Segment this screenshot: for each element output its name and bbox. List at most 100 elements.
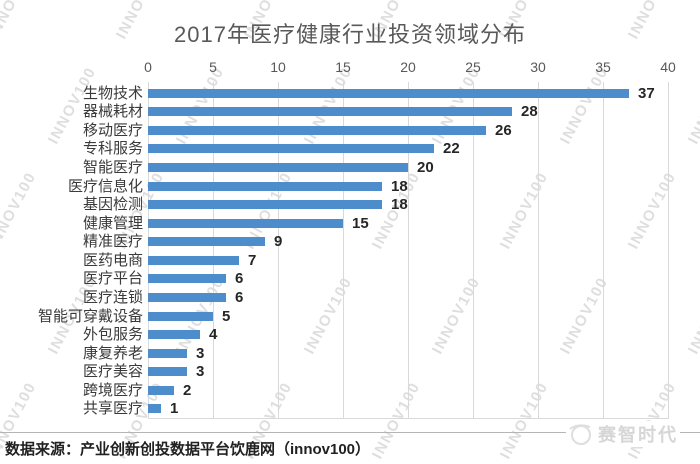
category-label: 器械耗材 — [82, 103, 143, 121]
source-note: 数据来源：产业创新创投数据平台饮鹿网（innov100） — [5, 441, 371, 458]
bar-row: 共享医疗 1 — [0, 400, 700, 419]
bar — [148, 237, 265, 247]
saizhi-logo: 赛智时代 — [566, 421, 680, 447]
bar — [148, 385, 174, 395]
bar-row: 医疗连锁 6 — [0, 288, 700, 307]
x-axis: 0 5 10 15 20 25 30 35 40 — [0, 59, 700, 77]
bar — [148, 218, 343, 228]
value-label: 7 — [248, 251, 257, 269]
bar-row: 基因检测 18 — [0, 195, 700, 214]
category-label: 康复养老 — [82, 344, 143, 362]
bar-row: 康复养老 3 — [0, 344, 700, 363]
bar-row: 医疗信息化 18 — [0, 177, 700, 196]
category-label: 生物技术 — [82, 84, 143, 102]
x-axis-tick-label: 0 — [144, 59, 152, 75]
saizhi-logo-icon — [569, 424, 591, 445]
category-label: 智能医疗 — [82, 159, 143, 177]
value-label: 5 — [222, 307, 231, 325]
x-axis-tick-label: 10 — [270, 59, 286, 75]
plot-bottom-line — [148, 418, 669, 419]
x-axis-tick-label: 20 — [400, 59, 416, 75]
category-label: 医药电商 — [82, 251, 143, 269]
value-label: 9 — [274, 233, 283, 251]
category-label: 共享医疗 — [82, 400, 143, 418]
category-label: 健康管理 — [82, 214, 143, 232]
bar-row: 智能可穿戴设备 5 — [0, 307, 700, 326]
value-label: 18 — [391, 177, 408, 195]
gridline — [473, 82, 474, 418]
bar-row: 健康管理 15 — [0, 214, 700, 233]
value-label: 3 — [196, 363, 205, 381]
gridline — [603, 82, 604, 418]
bar-row: 精准医疗 9 — [0, 233, 700, 252]
bar — [148, 181, 382, 191]
value-label: 28 — [521, 103, 538, 121]
gridline — [538, 82, 539, 418]
bar — [148, 330, 200, 340]
bar — [148, 348, 187, 358]
value-label: 18 — [391, 196, 408, 214]
x-axis-tick-label: 5 — [209, 59, 217, 75]
category-label: 医疗平台 — [82, 270, 143, 288]
category-label: 移动医疗 — [82, 121, 143, 139]
bar-row: 移动医疗 26 — [0, 121, 700, 140]
category-label: 专科服务 — [82, 140, 143, 158]
bar — [148, 292, 226, 302]
value-label: 20 — [417, 159, 434, 177]
x-axis-tick-label: 25 — [465, 59, 481, 75]
bar-row: 跨境医疗 2 — [0, 381, 700, 400]
value-label: 6 — [235, 288, 244, 306]
gridline — [148, 82, 149, 418]
category-label: 基因检测 — [82, 196, 143, 214]
category-label: 外包服务 — [82, 326, 143, 344]
bar-rows: 生物技术 37 器械耗材 28 移动医疗 26 专科服务 22 智能医疗 20 医疗信息化 18 基因检… — [0, 84, 700, 418]
value-label: 1 — [170, 400, 179, 418]
bar — [148, 367, 187, 377]
category-label: 智能可穿戴设备 — [37, 307, 143, 325]
gridline — [343, 82, 344, 418]
category-label: 医疗信息化 — [67, 177, 143, 195]
category-label: 精准医疗 — [82, 233, 143, 251]
bar — [148, 404, 161, 414]
value-label: 3 — [196, 344, 205, 362]
gridline — [213, 82, 214, 418]
category-label: 跨境医疗 — [82, 381, 143, 399]
x-axis-tick-label: 30 — [530, 59, 546, 75]
value-label: 22 — [443, 140, 460, 158]
gridline — [278, 82, 279, 418]
value-label: 15 — [352, 214, 369, 232]
bar — [148, 88, 629, 98]
bar — [148, 255, 239, 265]
bar — [148, 311, 213, 321]
bar — [148, 144, 434, 154]
category-label: 医疗美容 — [82, 363, 143, 381]
value-label: 4 — [209, 326, 218, 344]
bar — [148, 107, 512, 117]
bar-row: 器械耗材 28 — [0, 103, 700, 122]
x-axis-tick-label: 40 — [660, 59, 676, 75]
x-axis-tick-label: 35 — [595, 59, 611, 75]
saizhi-logo-text: 赛智时代 — [598, 425, 678, 445]
bar-row: 生物技术 37 — [0, 84, 700, 103]
bar — [148, 200, 382, 210]
bar-row: 外包服务 4 — [0, 325, 700, 344]
bar — [148, 274, 226, 284]
value-label: 6 — [235, 270, 244, 288]
gridline — [408, 82, 409, 418]
x-axis-tick-label: 15 — [335, 59, 351, 75]
value-label: 2 — [183, 381, 192, 399]
chart-title: 2017年医疗健康行业投资领域分布 — [174, 22, 526, 47]
category-label: 医疗连锁 — [82, 288, 143, 306]
bar-row: 医疗平台 6 — [0, 270, 700, 289]
bar — [148, 125, 486, 135]
bar-row: 专科服务 22 — [0, 140, 700, 159]
footer-divider — [0, 432, 700, 433]
value-label: 26 — [495, 121, 512, 139]
gridline — [668, 82, 669, 418]
bar — [148, 163, 408, 173]
bar-row: 医疗美容 3 — [0, 362, 700, 381]
bar-row: 医药电商 7 — [0, 251, 700, 270]
bar-row: 智能医疗 20 — [0, 158, 700, 177]
